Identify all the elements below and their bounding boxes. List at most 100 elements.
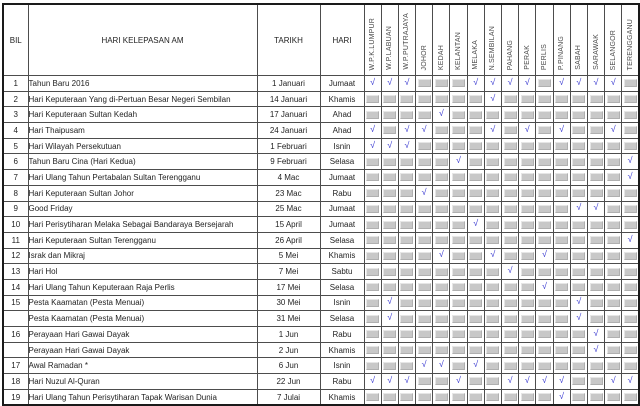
table-row: 6 Tahun Baru Cina (Hari Kedua) 9 Februari S… xyxy=(2,153,640,171)
not-applicable-marker xyxy=(452,251,466,260)
state-cell xyxy=(535,169,554,186)
not-applicable-marker xyxy=(383,204,397,213)
not-applicable-marker xyxy=(555,204,569,213)
not-applicable-marker xyxy=(589,361,603,370)
state-cell: √ xyxy=(483,247,503,265)
not-applicable-marker xyxy=(366,361,380,370)
check-icon: √ xyxy=(576,76,582,87)
not-applicable-marker xyxy=(503,220,517,229)
day-cell: Isnin xyxy=(319,137,365,155)
check-icon: √ xyxy=(541,249,547,260)
state-cell: √ xyxy=(466,357,485,375)
column-header-state-12: SABAH xyxy=(569,3,588,76)
column-header-state-10: PERLIS xyxy=(535,3,554,76)
not-applicable-marker xyxy=(452,173,466,182)
not-applicable-marker xyxy=(417,251,431,260)
state-label: W.P.PUTRAJAYA xyxy=(403,13,411,70)
state-cell: √ xyxy=(552,388,571,406)
state-cell: √ xyxy=(586,341,606,359)
state-cell xyxy=(449,294,468,312)
state-cell xyxy=(363,263,382,280)
state-cell xyxy=(518,216,537,233)
not-applicable-marker xyxy=(520,142,534,151)
not-applicable-marker xyxy=(537,173,551,182)
state-cell xyxy=(586,184,606,202)
state-cell xyxy=(586,90,606,108)
state-cell xyxy=(604,247,623,265)
not-applicable-marker xyxy=(606,361,620,370)
state-cell xyxy=(432,310,451,327)
not-applicable-marker xyxy=(537,142,551,151)
not-applicable-marker xyxy=(623,283,637,292)
not-applicable-marker xyxy=(366,298,380,307)
not-applicable-marker xyxy=(366,173,380,182)
not-applicable-marker xyxy=(537,330,551,339)
state-cell xyxy=(380,106,399,124)
not-applicable-marker xyxy=(400,346,414,355)
holiday-name-cell: Good Friday xyxy=(27,200,258,218)
state-cell xyxy=(518,247,537,265)
not-applicable-marker xyxy=(520,393,534,402)
not-applicable-marker xyxy=(623,189,637,198)
state-cell xyxy=(380,263,399,280)
state-cell xyxy=(415,231,434,249)
not-applicable-marker xyxy=(555,157,569,166)
state-cell xyxy=(586,122,606,139)
bil-cell: 11 xyxy=(2,231,29,249)
not-applicable-marker xyxy=(383,330,397,339)
holiday-table: BIL HARI KELEPASAN AM TARIKH HARI W.P.K.… xyxy=(2,3,640,406)
state-cell xyxy=(363,247,382,265)
not-applicable-marker xyxy=(400,314,414,323)
bil-cell: 16 xyxy=(2,326,29,343)
check-icon: √ xyxy=(559,76,565,87)
state-cell xyxy=(415,169,434,186)
day-cell: Selasa xyxy=(319,153,365,171)
state-cell xyxy=(518,90,537,108)
state-label: MELAKA xyxy=(472,40,480,70)
state-cell xyxy=(569,122,588,139)
check-icon: √ xyxy=(507,374,513,385)
not-applicable-marker xyxy=(452,236,466,245)
not-applicable-marker xyxy=(623,220,637,229)
not-applicable-marker xyxy=(452,220,466,229)
state-cell xyxy=(518,388,537,406)
state-cell xyxy=(569,153,588,171)
not-applicable-marker xyxy=(606,157,620,166)
not-applicable-marker xyxy=(486,267,500,276)
not-applicable-marker xyxy=(572,173,586,182)
state-cell: √ xyxy=(363,75,382,92)
state-cell xyxy=(363,200,382,218)
table-row: 1 Tahun Baru 2016 1 Januari Jumaat √ √ √ √ √ √ √ √ √… xyxy=(2,75,640,92)
not-applicable-marker xyxy=(366,346,380,355)
state-cell xyxy=(518,278,537,296)
column-header-state-0: W.P.K.LUMPUR xyxy=(363,3,382,76)
state-cell xyxy=(535,184,554,202)
state-cell xyxy=(449,122,468,139)
state-cell: √ xyxy=(432,106,451,124)
state-cell xyxy=(466,184,485,202)
not-applicable-marker xyxy=(623,314,637,323)
bil-cell: 5 xyxy=(2,137,29,155)
state-cell xyxy=(586,357,606,375)
not-applicable-marker xyxy=(452,298,466,307)
not-applicable-marker xyxy=(383,267,397,276)
state-cell xyxy=(397,106,417,124)
state-cell xyxy=(518,310,537,327)
state-cell xyxy=(466,326,485,343)
day-cell: Jumaat xyxy=(319,75,365,92)
state-cell xyxy=(380,216,399,233)
state-cell: √ xyxy=(449,153,468,171)
not-applicable-marker xyxy=(417,95,431,104)
state-cell xyxy=(621,90,640,108)
not-applicable-marker xyxy=(469,393,483,402)
check-icon: √ xyxy=(473,359,479,370)
state-cell xyxy=(500,90,520,108)
state-cell xyxy=(621,388,640,406)
state-cell xyxy=(569,278,588,296)
state-cell: √ xyxy=(569,294,588,312)
state-cell: √ xyxy=(500,75,520,92)
day-cell: Ahad xyxy=(319,122,365,139)
state-cell xyxy=(449,388,468,406)
not-applicable-marker xyxy=(606,267,620,276)
state-cell xyxy=(586,263,606,280)
